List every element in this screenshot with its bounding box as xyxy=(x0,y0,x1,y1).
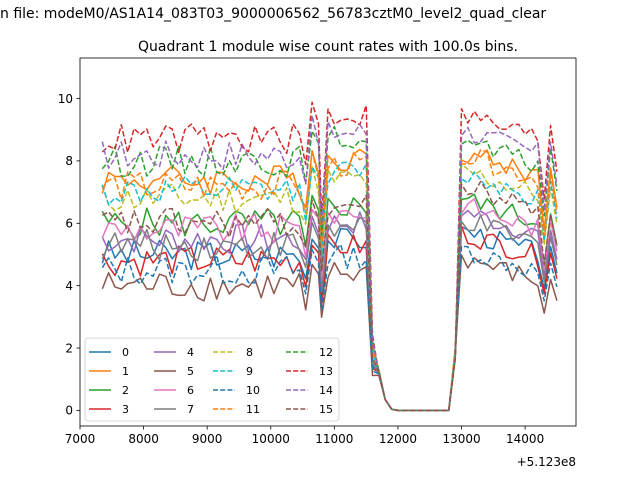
legend-label-14: 14 xyxy=(319,384,333,397)
series-line-11 xyxy=(101,149,558,412)
series-line-8 xyxy=(101,163,558,412)
x-tick-label: 13000 xyxy=(442,432,480,446)
axes-frame xyxy=(79,57,577,427)
series-line-12 xyxy=(101,125,558,412)
legend-label-1: 1 xyxy=(122,365,129,378)
legend-label-15: 15 xyxy=(319,403,333,416)
series-line-2 xyxy=(101,193,558,412)
series-line-9 xyxy=(101,161,558,412)
y-tick-label: 4 xyxy=(65,279,73,293)
series-line-15 xyxy=(101,180,558,412)
series-line-5 xyxy=(101,254,558,412)
series-line-10 xyxy=(101,243,558,412)
series-line-13 xyxy=(101,101,558,412)
legend-label-8: 8 xyxy=(246,346,253,359)
legend-label-11: 11 xyxy=(246,403,260,416)
series-line-7 xyxy=(101,214,558,412)
legend-label-2: 2 xyxy=(122,384,129,397)
series-line-1 xyxy=(101,148,558,412)
y-tick-label: 8 xyxy=(65,154,73,168)
legend-label-12: 12 xyxy=(319,346,333,359)
chart-title: Quadrant 1 module wise count rates with … xyxy=(138,39,518,55)
x-tick-label: 7000 xyxy=(65,432,96,446)
x-offset-label: +5.123e8 xyxy=(517,455,576,469)
legend-label-7: 7 xyxy=(187,403,194,416)
legend-label-13: 13 xyxy=(319,365,333,378)
legend-label-10: 10 xyxy=(246,384,260,397)
plot-area xyxy=(101,101,558,412)
y-tick-label: 0 xyxy=(65,404,73,418)
x-tick-label: 11000 xyxy=(315,432,353,446)
series-line-14 xyxy=(101,114,558,412)
legend-label-0: 0 xyxy=(122,346,129,359)
y-axis: 0 2 4 6 8 10 xyxy=(58,92,80,418)
x-tick-label: 9000 xyxy=(192,432,223,446)
x-axis: 7000 8000 9000 10000 11000 12000 13000 14000 xyxy=(65,426,544,446)
legend-label-9: 9 xyxy=(246,365,253,378)
y-tick-label: 2 xyxy=(65,341,73,355)
x-tick-label: 12000 xyxy=(379,432,417,446)
legend-label-4: 4 xyxy=(187,346,194,359)
legend-label-5: 5 xyxy=(187,365,194,378)
figure-suptitle: n file: modeM0/AS1A14_083T03_9000006562_… xyxy=(0,6,546,22)
x-tick-label: 14000 xyxy=(506,432,544,446)
legend-label-3: 3 xyxy=(122,403,129,416)
legend-label-6: 6 xyxy=(187,384,194,397)
y-tick-label: 6 xyxy=(65,217,73,231)
x-tick-label: 8000 xyxy=(128,432,159,446)
x-tick-label: 10000 xyxy=(252,432,290,446)
y-tick-label: 10 xyxy=(58,92,73,106)
legend-box xyxy=(84,337,340,422)
